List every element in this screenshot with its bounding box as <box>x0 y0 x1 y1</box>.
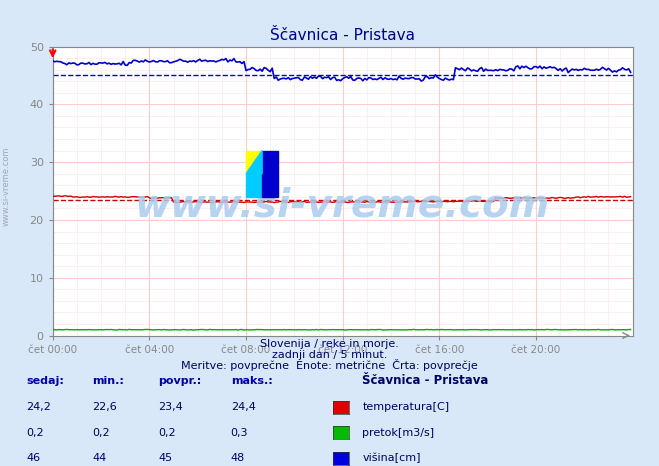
Text: 0,2: 0,2 <box>158 428 176 438</box>
Text: povpr.:: povpr.: <box>158 377 202 386</box>
Text: Meritve: povprečne  Enote: metrične  Črta: povprečje: Meritve: povprečne Enote: metrične Črta:… <box>181 359 478 370</box>
Text: 22,6: 22,6 <box>92 402 117 412</box>
Bar <box>262 151 278 197</box>
Text: 44: 44 <box>92 453 107 463</box>
Text: višina[cm]: višina[cm] <box>362 453 421 463</box>
Bar <box>246 151 262 174</box>
Text: 24,2: 24,2 <box>26 402 51 412</box>
Text: www.si-vreme.com: www.si-vreme.com <box>135 186 550 225</box>
Text: Slovenija / reke in morje.: Slovenija / reke in morje. <box>260 339 399 349</box>
Bar <box>246 174 262 197</box>
Text: zadnji dan / 5 minut.: zadnji dan / 5 minut. <box>272 350 387 360</box>
Title: Ščavnica - Pristava: Ščavnica - Pristava <box>270 27 415 43</box>
Text: pretok[m3/s]: pretok[m3/s] <box>362 428 434 438</box>
Text: 0,3: 0,3 <box>231 428 248 438</box>
Text: 45: 45 <box>158 453 172 463</box>
Text: 46: 46 <box>26 453 40 463</box>
Text: 0,2: 0,2 <box>26 428 44 438</box>
Text: 24,4: 24,4 <box>231 402 256 412</box>
Text: sedaj:: sedaj: <box>26 377 64 386</box>
Text: 0,2: 0,2 <box>92 428 110 438</box>
Text: Ščavnica - Pristava: Ščavnica - Pristava <box>362 375 489 387</box>
Text: 48: 48 <box>231 453 245 463</box>
Text: 23,4: 23,4 <box>158 402 183 412</box>
Text: maks.:: maks.: <box>231 377 272 386</box>
Text: min.:: min.: <box>92 377 124 386</box>
Polygon shape <box>246 151 262 174</box>
Text: temperatura[C]: temperatura[C] <box>362 402 449 412</box>
Text: www.si-vreme.com: www.si-vreme.com <box>2 147 11 226</box>
